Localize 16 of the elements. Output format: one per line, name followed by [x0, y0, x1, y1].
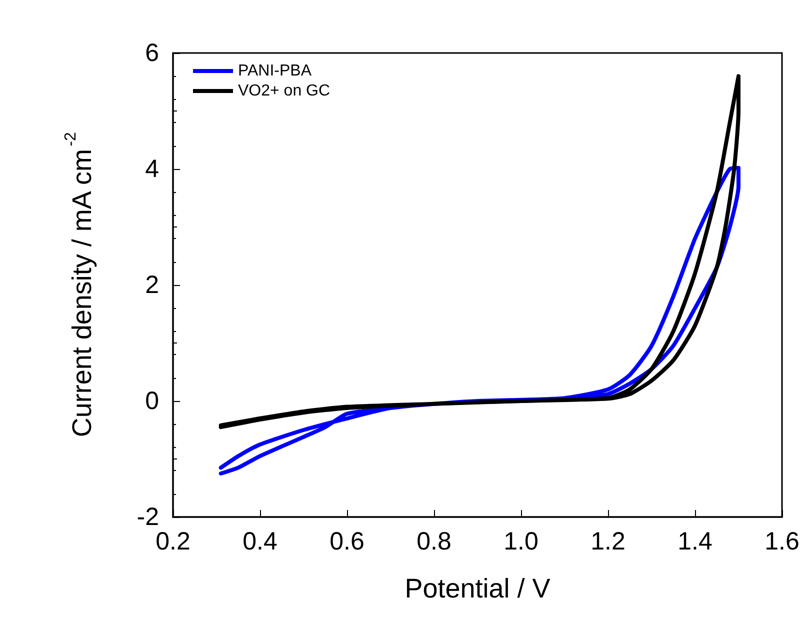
x-tick-label: 1.4 — [678, 528, 712, 556]
legend-label: PANI-PBA — [238, 62, 312, 80]
line-series — [218, 74, 740, 430]
y-tick-label: 6 — [145, 39, 159, 67]
x-tick-label: 0.6 — [330, 528, 364, 556]
y-tick-label: 0 — [145, 387, 159, 415]
x-tick-label: 1.2 — [590, 528, 626, 556]
y-tick-label: 2 — [145, 271, 159, 299]
x-tick-label: 0.4 — [242, 528, 278, 556]
x-axis-title: Potential / V — [404, 574, 550, 604]
y-tick-label: 4 — [145, 155, 160, 183]
y-axis-title: Current density / mA cm-2 — [62, 132, 97, 438]
x-tick-label: 1.6 — [764, 528, 800, 556]
x-tick-label: 1.0 — [504, 528, 538, 556]
x-tick-label: 0.8 — [416, 528, 452, 556]
legend-label: VO2+ on GC — [238, 82, 330, 100]
